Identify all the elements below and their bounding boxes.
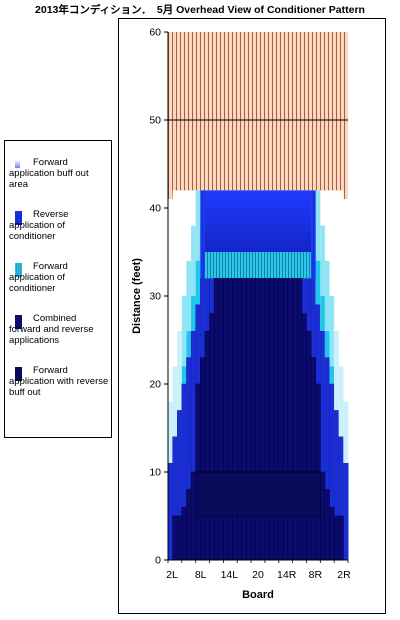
x-tick-label: 2L	[166, 569, 178, 581]
reverse-buff-out-band	[195, 471, 321, 517]
combined-application-bar	[236, 278, 243, 561]
combined-application-bar	[278, 278, 284, 561]
combined-application-bar	[310, 357, 316, 561]
legend-label: Combined	[33, 313, 77, 324]
x-tick-label: 8L	[195, 569, 207, 581]
y-tick-label: 50	[149, 115, 161, 127]
combined-application-bar	[204, 330, 210, 561]
legend-label: application of conditioner	[9, 220, 65, 242]
legend-label: Forward	[33, 365, 68, 376]
reverse-application-block	[311, 190, 316, 279]
legend-swatch	[15, 263, 22, 277]
legend-item-reverse-buff: Forward application with reverse buff out	[9, 365, 109, 398]
x-axis-label: Board	[242, 589, 274, 601]
y-tick-label: 20	[149, 379, 161, 391]
combined-application-bar	[241, 278, 247, 561]
combined-application-bar	[250, 278, 256, 561]
combined-application-bar	[287, 278, 293, 561]
combined-application-bar	[181, 506, 187, 561]
combined-application-bar	[324, 489, 330, 561]
legend-swatch	[15, 161, 20, 168]
combined-application-bar	[283, 278, 289, 561]
combined-application-bar	[223, 278, 229, 561]
reverse-application-block	[204, 190, 312, 252]
legend-item-buff-out: Forward application buff out area	[9, 157, 109, 190]
buff-out-bar	[343, 199, 349, 560]
y-axis-label: Distance (feet)	[131, 258, 143, 334]
combined-application-bar	[232, 278, 238, 561]
combined-application-bar	[227, 278, 233, 561]
combined-application-bar	[260, 278, 266, 561]
combined-application-bar	[172, 515, 178, 561]
combined-application-bar	[190, 471, 196, 561]
forward-application-band	[204, 252, 312, 279]
reverse-application-bar	[343, 463, 349, 561]
combined-application-bar	[273, 278, 280, 561]
legend-swatch	[15, 367, 22, 381]
y-tick-label: 30	[149, 291, 161, 303]
x-tick-label: 8R	[309, 569, 323, 581]
x-tick-label: 2R	[337, 569, 351, 581]
y-tick-label: 40	[149, 203, 161, 215]
reverse-application-bar	[167, 463, 174, 561]
legend-label: Forward	[33, 261, 68, 272]
chart-title: 2013年コンディション． 5月 Overhead View of Condit…	[35, 4, 365, 16]
legend-item-combined: Combined forward and reverse applications	[9, 313, 109, 346]
x-tick-label: 20	[252, 569, 264, 581]
legend-swatch	[15, 211, 22, 225]
legend-label: Reverse	[33, 209, 69, 220]
legend-label: Forward	[33, 157, 68, 168]
x-tick-label: 14R	[277, 569, 297, 581]
legend-item-forward: Forward application of conditioner	[9, 261, 109, 294]
combined-application-bar	[255, 278, 261, 561]
combined-application-bar	[186, 489, 192, 561]
combined-application-bar	[218, 278, 224, 561]
combined-application-bar	[306, 330, 312, 561]
combined-application-bar	[296, 278, 303, 561]
combined-application-bar	[329, 506, 335, 561]
combined-application-bar	[292, 278, 298, 561]
legend-label: forward and reverse applications	[9, 324, 94, 346]
combined-application-bar	[338, 515, 344, 561]
combined-application-bar	[246, 278, 252, 561]
buff-out-bar	[168, 199, 173, 560]
legend-item-reverse: Reverse application of conditioner	[9, 209, 109, 242]
legend-label: application with reverse buff out	[9, 376, 109, 398]
combined-application-bar	[176, 515, 183, 561]
dry-lane-area	[168, 32, 348, 200]
combined-application-bar	[200, 357, 206, 561]
combined-application-bar	[301, 313, 307, 561]
reverse-application-block	[200, 190, 205, 279]
legend-label: application buff out area	[9, 168, 89, 190]
legend: Forward application buff out area Reverse…	[4, 140, 112, 438]
legend-label: application of conditioner	[9, 272, 65, 294]
combined-application-bar	[320, 471, 326, 561]
combined-application-bar	[264, 278, 270, 561]
combined-application-bar	[269, 278, 275, 561]
y-tick-label: 0	[155, 555, 161, 567]
y-tick-label: 60	[149, 27, 161, 39]
combined-application-bar	[209, 313, 215, 561]
combined-application-bar	[213, 278, 220, 561]
x-tick-label: 14L	[221, 569, 239, 581]
y-tick-label: 10	[149, 467, 161, 479]
combined-application-bar	[333, 515, 340, 561]
legend-swatch	[15, 315, 22, 329]
